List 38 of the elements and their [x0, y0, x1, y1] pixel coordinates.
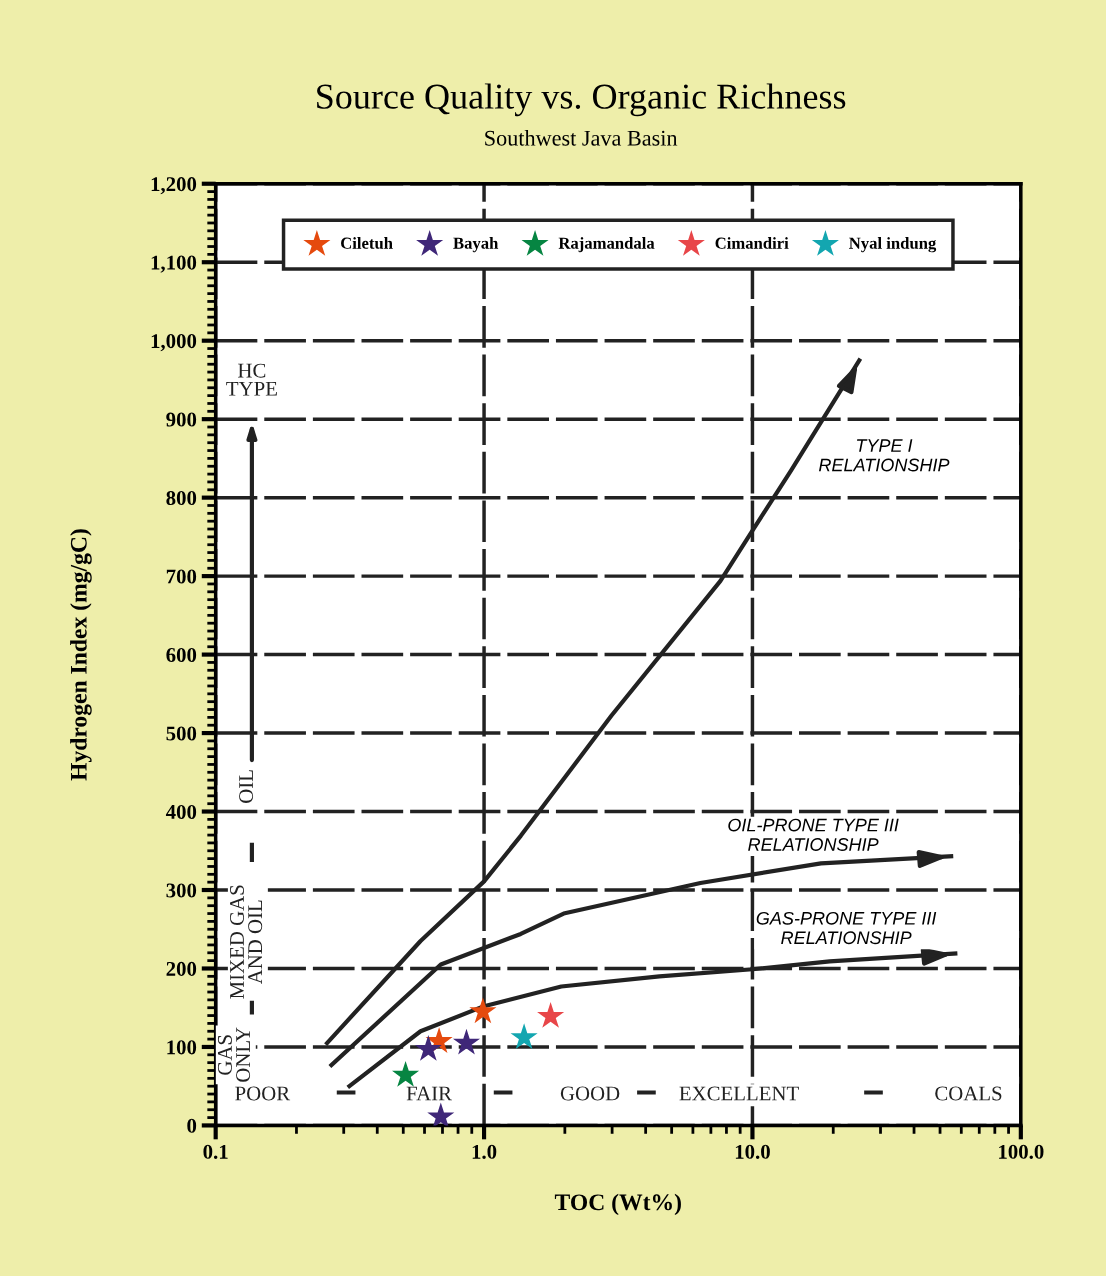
annotation: OIL — [239, 770, 254, 803]
legend-label: Ciletuh — [341, 237, 393, 249]
annotation: COALS — [935, 1086, 1002, 1101]
y-tick-label: 200 — [166, 961, 197, 976]
y-tick-label: 1,000 — [151, 334, 197, 352]
annotation: GAS-PRONE TYPE III RELATIONSHIP — [756, 911, 937, 945]
annotation: OIL-PRONE TYPE III RELATIONSHIP — [728, 818, 899, 851]
chart-title: Source Quality vs. Organic Richness — [317, 83, 846, 117]
x-axis-title: TOC (Wt%) — [554, 1193, 681, 1216]
annotation: MIXED GAS AND OIL — [230, 885, 263, 999]
legend-label: Nyal indung — [849, 237, 937, 253]
x-tick-label: 10.0 — [735, 1144, 770, 1159]
y-tick-label: 400 — [165, 804, 197, 819]
annotation: GAS ONLY — [217, 1027, 251, 1082]
annotation: FAIR — [406, 1086, 452, 1101]
y-tick-label: 700 — [166, 569, 197, 584]
x-tick-label: 1.0 — [472, 1144, 497, 1159]
legend-label: Bayah — [453, 237, 499, 253]
y-tick-label: 1,100 — [151, 255, 197, 273]
annotation: TYPE I RELATIONSHIP — [818, 439, 950, 472]
chart-subtitle: Southwest Java Basin — [485, 130, 678, 146]
annotation: HC TYPE — [226, 363, 277, 396]
y-tick-label: 800 — [166, 491, 197, 506]
y-axis-title: Hydrogen Index (mg/gC) — [70, 529, 92, 781]
x-tick-label: 100.0 — [999, 1144, 1044, 1159]
annotation: GOOD — [560, 1086, 620, 1101]
y-tick-label: 900 — [166, 412, 197, 427]
annotation: EXCELLENT — [679, 1086, 799, 1101]
x-tick-label: 0.1 — [203, 1144, 228, 1159]
y-tick-label: 100 — [167, 1040, 197, 1055]
y-tick-label: 600 — [166, 647, 197, 663]
legend-label: Rajamandala — [558, 237, 655, 253]
legend-label: Cimandiri — [715, 237, 789, 249]
y-tick-label: 500 — [166, 726, 197, 741]
annotation: POOR — [235, 1086, 291, 1101]
y-tick-label: 1,200 — [151, 177, 197, 195]
y-tick-label: 0 — [187, 1118, 197, 1133]
y-tick-label: 300 — [166, 883, 197, 898]
